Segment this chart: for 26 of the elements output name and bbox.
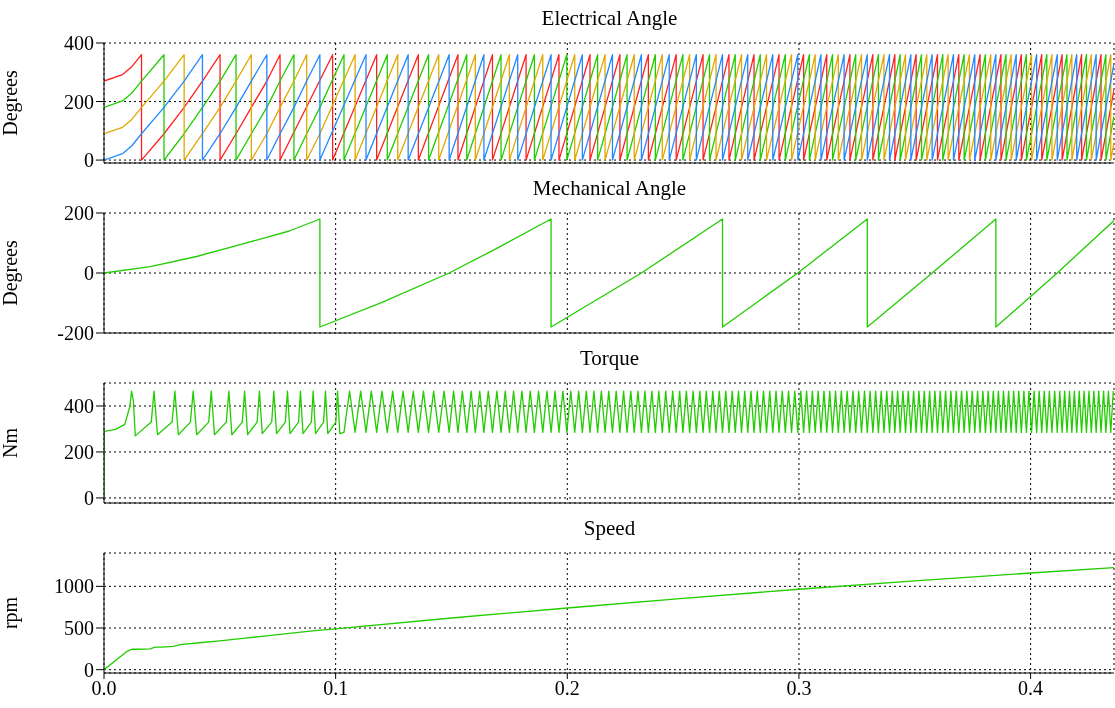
y-tick-label: 0: [84, 487, 94, 510]
y-tick-label: 400: [64, 32, 94, 55]
y-tick-label: 0: [84, 149, 94, 172]
y-tick-label: 200: [64, 90, 94, 113]
y-tick-label: 500: [64, 617, 94, 640]
y-tick-label: 0: [84, 262, 94, 285]
x-tick-label: 0.1: [323, 677, 349, 700]
x-tick-label: 0.0: [91, 677, 117, 700]
y-tick-label: 200: [64, 202, 94, 225]
y-tick-label: -200: [57, 322, 94, 345]
chart-title: Mechanical Angle: [531, 175, 688, 201]
y-axis-title: Degrees: [0, 240, 23, 306]
chart-title: Electrical Angle: [540, 5, 679, 31]
y-tick-label: 0: [84, 658, 94, 681]
y-tick-label: 1000: [54, 575, 94, 598]
line-series: [104, 218, 1114, 328]
chart-title: Speed: [582, 515, 637, 541]
x-tick-label: 0.2: [554, 677, 580, 700]
y-tick-label: 400: [64, 395, 94, 418]
y-axis-title: Nm: [0, 427, 22, 458]
chart-title: Torque: [578, 345, 641, 371]
y-axis-title: Degrees: [0, 70, 23, 136]
y-tick-label: 200: [64, 441, 94, 464]
y-axis-title: rpm: [0, 596, 23, 630]
x-tick-label: 0.4: [1018, 677, 1044, 700]
x-tick-label: 0.3: [786, 677, 812, 700]
